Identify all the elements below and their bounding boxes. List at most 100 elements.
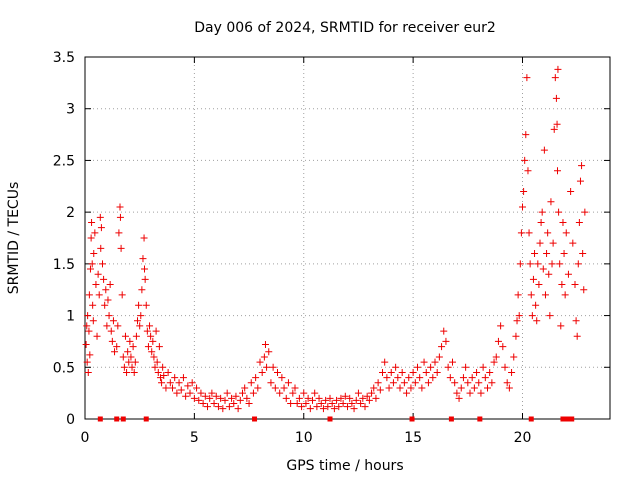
data-point: [346, 394, 354, 402]
baseline-point: [114, 416, 120, 422]
data-point: [249, 389, 257, 397]
data-point: [398, 368, 406, 376]
data-point: [536, 239, 544, 247]
data-point: [190, 394, 198, 402]
data-point: [278, 374, 286, 382]
data-point: [545, 270, 553, 278]
data-point: [101, 301, 109, 309]
data-point: [372, 394, 380, 402]
data-point: [459, 374, 467, 382]
data-point: [311, 389, 319, 397]
baseline-point: [448, 416, 454, 422]
data-point: [263, 363, 271, 371]
data-point: [470, 384, 478, 392]
data-point: [217, 394, 225, 402]
data-point: [274, 368, 281, 376]
data-point: [293, 399, 301, 407]
data-point: [370, 384, 378, 392]
data-point: [479, 363, 487, 371]
data-point: [144, 343, 152, 351]
data-point: [84, 368, 92, 376]
data-point: [554, 65, 562, 73]
data-point: [269, 363, 277, 371]
data-point: [411, 379, 419, 387]
data-point: [114, 322, 122, 330]
axes: [84, 56, 611, 420]
data-point: [267, 379, 275, 387]
data-point: [352, 396, 360, 404]
data-point: [335, 403, 343, 411]
data-point: [539, 265, 547, 273]
data-point: [523, 74, 531, 82]
plot-frame: [84, 56, 611, 420]
data-point: [442, 337, 450, 345]
data-point: [534, 260, 542, 268]
x-tick-label: 20: [514, 430, 532, 446]
data-point: [392, 363, 400, 371]
data-point: [581, 208, 589, 216]
data-point: [414, 363, 421, 371]
data-point: [330, 405, 338, 413]
data-point: [83, 358, 91, 366]
data-point: [446, 374, 454, 382]
data-point: [573, 332, 581, 340]
data-point: [300, 389, 308, 397]
data-point: [85, 327, 93, 335]
data-point: [287, 399, 295, 407]
data-point: [548, 260, 556, 268]
data-point: [89, 317, 97, 325]
data-point: [540, 146, 548, 154]
data-point: [549, 239, 557, 247]
data-point: [91, 229, 99, 237]
data-point: [141, 265, 148, 273]
data-point: [328, 399, 336, 407]
data-point: [212, 392, 220, 400]
data-point: [295, 394, 303, 402]
data-point: [488, 379, 496, 387]
data-point: [265, 348, 273, 356]
data-point: [527, 291, 535, 299]
data-point: [552, 94, 560, 102]
data-point: [86, 265, 94, 273]
data-point: [580, 286, 588, 294]
data-point: [547, 198, 555, 206]
data-point: [354, 389, 362, 397]
data-point: [188, 379, 196, 387]
data-point: [376, 386, 384, 394]
data-point: [254, 384, 262, 392]
data-point: [171, 374, 179, 382]
data-point: [85, 291, 93, 299]
data-point: [123, 368, 131, 376]
data-point: [159, 363, 167, 371]
data-point: [555, 208, 563, 216]
data-point: [152, 327, 160, 335]
data-point: [146, 322, 154, 330]
data-point: [553, 120, 561, 128]
data-point: [576, 177, 584, 185]
data-point: [531, 250, 539, 258]
data-point: [546, 312, 554, 320]
data-point: [86, 351, 94, 359]
data-point: [162, 384, 170, 392]
data-point: [284, 379, 292, 387]
data-point: [363, 392, 371, 400]
data-point: [403, 389, 411, 397]
x-axis-label: GPS time / hours: [286, 458, 403, 474]
data-point: [197, 389, 205, 397]
data-point: [341, 392, 349, 400]
baseline-point: [528, 416, 534, 422]
tick-labels: 0 5 10 15 20 0 0.5 1 1.5 2 2.5 3 3.5: [53, 50, 532, 446]
data-point: [383, 374, 391, 382]
data-point: [431, 358, 439, 366]
data-point: [88, 218, 96, 226]
data-point: [505, 384, 513, 392]
data-point: [475, 379, 483, 387]
data-point: [105, 312, 113, 320]
data-point: [89, 301, 97, 309]
data-point: [572, 317, 580, 325]
data-point: [175, 379, 183, 387]
data-point: [508, 368, 516, 376]
data-point: [169, 384, 176, 392]
data-point: [138, 286, 146, 294]
